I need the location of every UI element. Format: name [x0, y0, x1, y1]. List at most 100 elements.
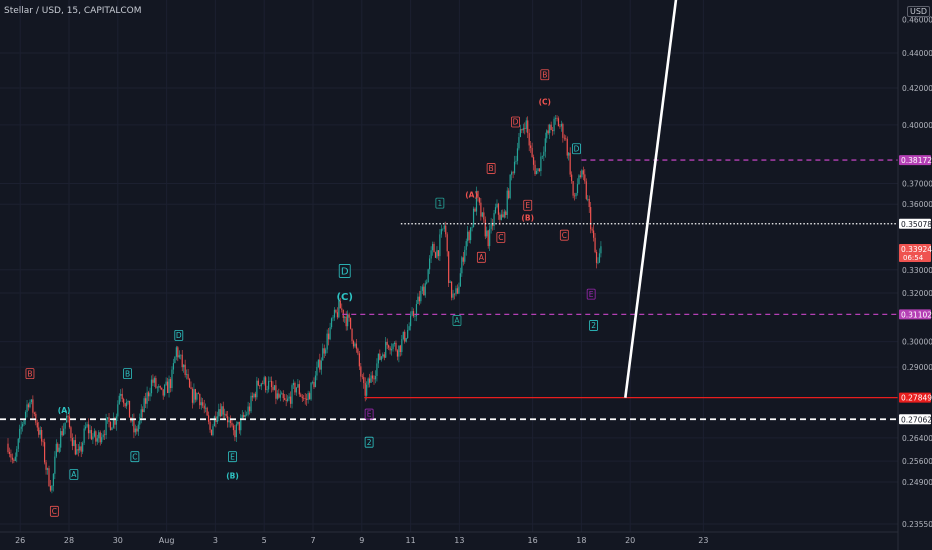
- candle-body: [67, 415, 69, 417]
- candle-body: [117, 404, 119, 417]
- candle-body: [219, 409, 221, 417]
- wave-label-box: [511, 116, 520, 128]
- candle-body: [518, 137, 520, 149]
- candle-body: [600, 246, 602, 254]
- candle-body: [386, 341, 388, 346]
- wave-label: B: [486, 163, 496, 174]
- candle-body: [496, 203, 498, 208]
- candle-body: [29, 402, 31, 408]
- candles: [7, 114, 602, 494]
- candle-body: [227, 416, 229, 423]
- candle-body: [301, 396, 303, 399]
- candle-body: [251, 395, 254, 398]
- candle-body: [112, 418, 115, 428]
- y-tick-label: 0.26400: [902, 434, 932, 443]
- candle-body: [373, 378, 375, 380]
- candle-body: [269, 380, 271, 382]
- candle-body: [366, 384, 368, 396]
- candle-body: [578, 175, 580, 185]
- candle-body: [178, 355, 180, 358]
- candle-body: [595, 251, 598, 263]
- candle-body: [234, 430, 236, 438]
- candle-body: [411, 311, 413, 316]
- price-tag-27849: 0.27849: [899, 392, 932, 403]
- candle-body: [456, 288, 459, 294]
- candle-body: [30, 399, 33, 403]
- candle-body: [65, 415, 68, 423]
- candle-body: [150, 379, 153, 394]
- candle-body: [188, 378, 191, 388]
- candle-body: [402, 331, 404, 340]
- candle-body: [98, 432, 100, 439]
- wave-label-text: (A): [465, 191, 478, 200]
- candle-body: [317, 359, 319, 367]
- candle-body: [82, 442, 84, 452]
- candle-body: [550, 124, 552, 131]
- price-tag-35078-bg: [899, 218, 931, 229]
- wave-label-text: E: [367, 410, 372, 419]
- x-tick-label: 20: [625, 536, 635, 545]
- candle-body: [231, 422, 233, 426]
- candle-body: [123, 399, 125, 404]
- wave-label: B: [123, 368, 132, 380]
- candle-body: [270, 380, 273, 388]
- candle-body: [598, 253, 601, 263]
- x-tick-label: 30: [113, 536, 123, 545]
- candle-body: [275, 385, 277, 399]
- candle-body: [272, 387, 274, 390]
- price-tag-27062-text: 0.27062: [901, 415, 932, 424]
- candle-body: [452, 293, 454, 298]
- candle-body: [235, 424, 237, 438]
- wave-label: (C): [336, 292, 352, 303]
- candle-body: [530, 145, 532, 148]
- candle-body: [222, 406, 224, 415]
- candle-body: [417, 296, 419, 305]
- candle-body: [80, 446, 82, 452]
- candle-body: [140, 409, 142, 418]
- candle-body: [54, 456, 56, 474]
- wave-label-box: [523, 199, 533, 211]
- candle-body: [139, 417, 141, 425]
- candle-body: [486, 230, 488, 237]
- candle-body: [169, 379, 172, 389]
- price-tag-27062: 0.27062: [899, 414, 932, 425]
- wave-label-box: [364, 408, 374, 420]
- candle-body: [364, 383, 366, 396]
- candle-body: [92, 436, 94, 440]
- candle-body: [345, 316, 347, 327]
- wave-label-text: B: [27, 369, 32, 378]
- wave-label: (B): [521, 214, 534, 223]
- candle-body: [121, 393, 123, 400]
- candle-body: [477, 191, 479, 198]
- candle-body: [17, 438, 19, 449]
- candle-body: [183, 364, 185, 368]
- candle-body: [49, 486, 52, 491]
- candle-body: [276, 393, 278, 399]
- y-tick-label: 0.30000: [902, 338, 932, 347]
- candle-body: [414, 316, 416, 317]
- wave-label-text: (B): [521, 214, 534, 223]
- candle-body: [405, 338, 407, 342]
- candle-body: [181, 354, 183, 368]
- candle-body: [316, 366, 318, 376]
- candle-body: [288, 396, 290, 399]
- candle-body: [11, 457, 13, 460]
- currency-badge[interactable]: USD: [907, 6, 931, 17]
- wave-label-text: A: [479, 253, 485, 262]
- candle-body: [212, 426, 214, 436]
- candle-body: [273, 385, 276, 390]
- current-price-tag-text: 0.33924: [901, 245, 932, 254]
- candle-body: [446, 234, 448, 252]
- y-tick-label: 0.36000: [902, 200, 932, 209]
- candle-body: [361, 376, 363, 378]
- candle-body: [566, 138, 568, 156]
- candle-body: [480, 202, 482, 217]
- candle-body: [42, 441, 44, 443]
- x-tick-label: 18: [576, 536, 586, 545]
- candle-body: [426, 282, 428, 284]
- wave-label: E: [364, 408, 374, 420]
- candle-body: [420, 290, 422, 302]
- price-tag-35078-text: 0.35078: [901, 220, 932, 229]
- candle-body: [159, 386, 161, 388]
